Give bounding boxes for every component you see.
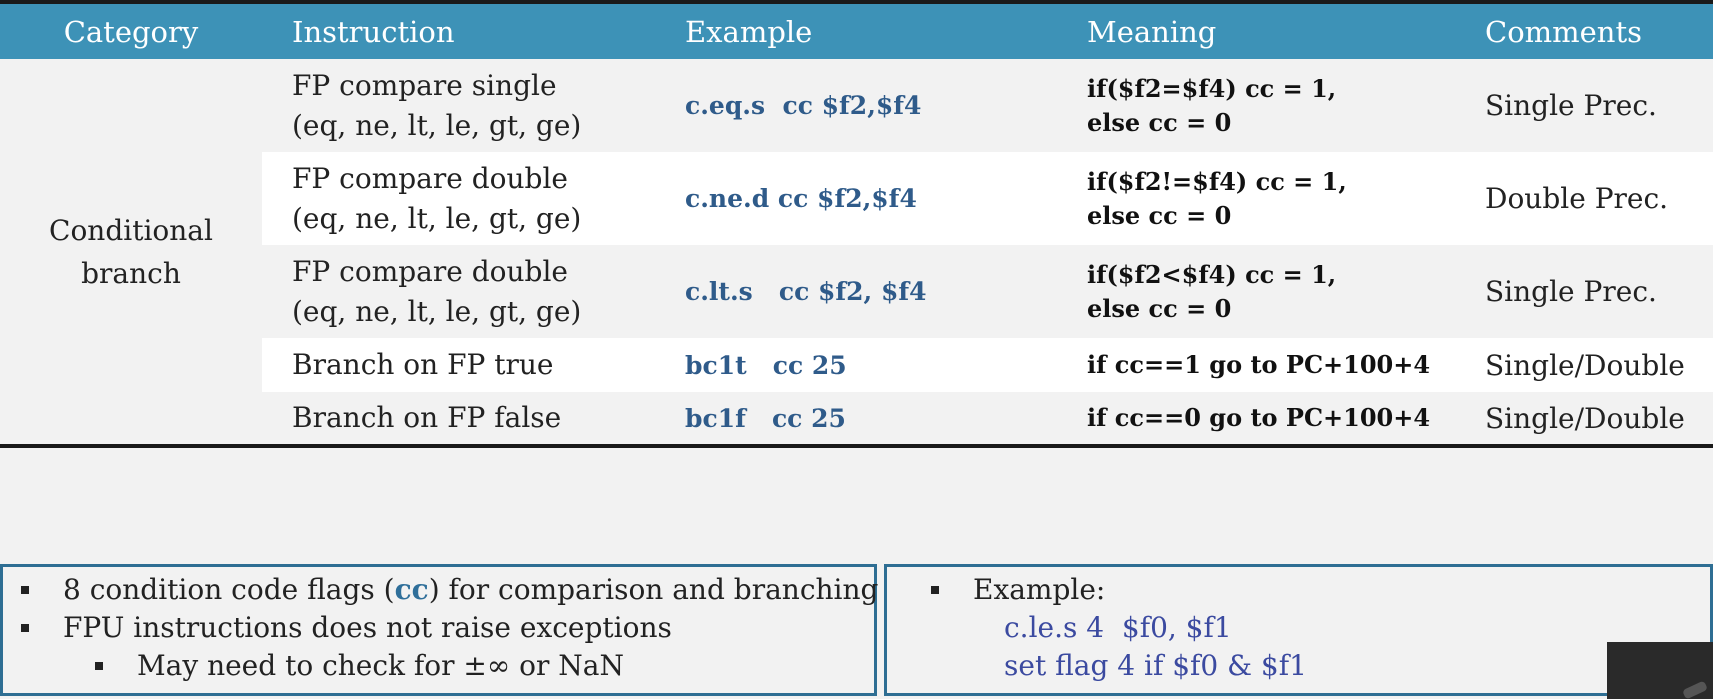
notes-box-left: 8 condition code flags (cc) for comparis… <box>0 564 878 696</box>
note-sub-bullet: May need to check for ±∞ or NaN <box>95 649 624 682</box>
meaning-line: if($f2<$f4) cc = 1, <box>1087 259 1337 289</box>
instruction-line: (eq, ne, lt, le, gt, ge) <box>292 201 582 235</box>
instruction-line: (eq, ne, lt, le, gt, ge) <box>292 294 582 328</box>
example-cell: c.eq.s cc $f2,$f4 <box>673 59 1073 152</box>
meaning-line: else cc = 0 <box>1087 293 1232 323</box>
note-bullet-example: Example: <box>931 573 1105 606</box>
header-instruction: Instruction <box>262 0 673 59</box>
note-text-post: ) for comparison and branching <box>428 573 879 606</box>
category-cell: Conditional branch <box>0 59 262 448</box>
example-description-line: set flag 4 if $f0 & $f1 <box>1004 649 1307 682</box>
note-text: Example: <box>973 573 1106 606</box>
table-row: FP compare double (eq, ne, lt, le, gt, g… <box>0 152 1713 245</box>
table-row: Branch on FP false bc1f cc 25 if cc==0 g… <box>0 392 1713 448</box>
header-example: Example <box>673 0 1073 59</box>
header-category: Category <box>0 0 262 59</box>
instruction-cell: FP compare double (eq, ne, lt, le, gt, g… <box>262 152 673 245</box>
instruction-line: (eq, ne, lt, le, gt, ge) <box>292 108 582 142</box>
instruction-line: FP compare double <box>292 161 568 195</box>
instruction-table: Category Instruction Example Meaning Com… <box>0 0 1713 448</box>
video-thumbnail <box>1607 642 1713 699</box>
note-text: FPU instructions does not raise exceptio… <box>63 611 672 644</box>
example-code-line: c.le.s 4 $f0, $f1 <box>1004 611 1232 644</box>
meaning-line: else cc = 0 <box>1087 200 1232 230</box>
comment-cell: Double Prec. <box>1473 152 1713 245</box>
note-text-pre: 8 condition code flags ( <box>63 573 395 606</box>
meaning-cell: if($f2<$f4) cc = 1, else cc = 0 <box>1073 245 1473 338</box>
note-bullet-exceptions: FPU instructions does not raise exceptio… <box>21 611 672 644</box>
bullet-square-icon <box>95 661 103 670</box>
table-row: Branch on FP true bc1t cc 25 if cc==1 go… <box>0 338 1713 392</box>
example-cell: bc1f cc 25 <box>673 392 1073 448</box>
note-text: May need to check for ±∞ or NaN <box>137 649 624 682</box>
instruction-line: FP compare single <box>292 68 557 102</box>
table-row: Conditional branch FP compare single (eq… <box>0 59 1713 448</box>
meaning-line: if($f2=$f4) cc = 1, <box>1087 73 1337 103</box>
comment-cell: Single Prec. <box>1473 59 1713 152</box>
instruction-cell: Branch on FP false <box>262 392 673 448</box>
meaning-cell: if cc==1 go to PC+100+4 <box>1073 338 1473 392</box>
cc-highlight: cc <box>394 573 429 606</box>
table-header-row: Category Instruction Example Meaning Com… <box>0 0 1713 59</box>
comment-cell: Single/Double <box>1473 338 1713 392</box>
note-text: 8 condition code flags (cc) for comparis… <box>63 573 878 606</box>
category-line: branch <box>81 256 181 290</box>
header-meaning: Meaning <box>1073 0 1473 59</box>
example-cell: bc1t cc 25 <box>673 338 1073 392</box>
meaning-cell: if($f2!=$f4) cc = 1, else cc = 0 <box>1073 152 1473 245</box>
bullet-square-icon <box>931 585 939 594</box>
bullet-square-icon <box>21 585 29 594</box>
example-cell: c.lt.s cc $f2, $f4 <box>673 245 1073 338</box>
meaning-cell: if cc==0 go to PC+100+4 <box>1073 392 1473 448</box>
meaning-line: else cc = 0 <box>1087 107 1232 137</box>
comment-cell: Single Prec. <box>1473 245 1713 338</box>
notes-box-right: Example: c.le.s 4 $f0, $f1 set flag 4 if… <box>884 564 1713 696</box>
meaning-line: if($f2!=$f4) cc = 1, <box>1087 166 1347 196</box>
instruction-line: FP compare double <box>292 254 568 288</box>
table-row: FP compare double (eq, ne, lt, le, gt, g… <box>0 245 1713 338</box>
example-cell: c.ne.d cc $f2,$f4 <box>673 152 1073 245</box>
category-line: Conditional <box>49 213 213 247</box>
instruction-cell: FP compare double (eq, ne, lt, le, gt, g… <box>262 245 673 338</box>
header-comments: Comments <box>1473 0 1713 59</box>
bullet-square-icon <box>21 623 29 632</box>
note-bullet-cc-flags: 8 condition code flags (cc) for comparis… <box>21 573 878 606</box>
meaning-cell: if($f2=$f4) cc = 1, else cc = 0 <box>1073 59 1473 152</box>
instruction-cell: FP compare single (eq, ne, lt, le, gt, g… <box>262 59 673 152</box>
comment-cell: Single/Double <box>1473 392 1713 448</box>
instruction-cell: Branch on FP true <box>262 338 673 392</box>
